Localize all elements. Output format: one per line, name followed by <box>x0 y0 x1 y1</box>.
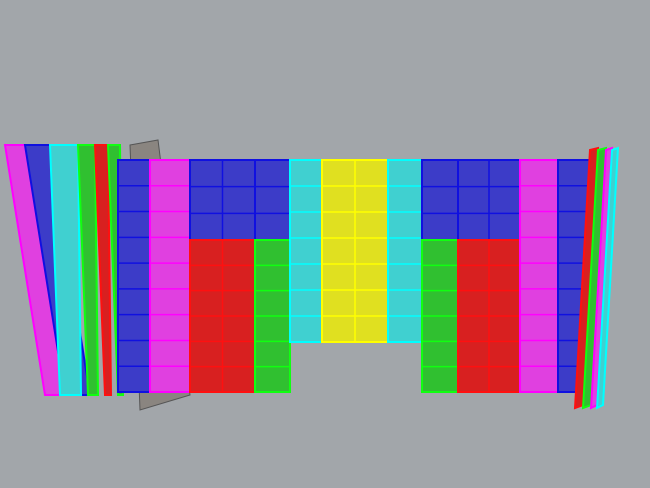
facade-panel-blue <box>421 159 459 241</box>
left-wing-strip <box>76 144 100 396</box>
facade-panel-magenta <box>149 159 191 393</box>
facade-panel-cyan <box>387 159 423 343</box>
facade-panel-blue <box>117 159 151 393</box>
facade-panel-blue <box>254 159 291 241</box>
left-wing-strip <box>48 144 83 396</box>
right-wing-strip <box>595 146 620 410</box>
facade-panel-cyan <box>289 159 323 343</box>
left-wing-strip <box>93 144 113 396</box>
facade-panel-magenta <box>519 159 559 393</box>
